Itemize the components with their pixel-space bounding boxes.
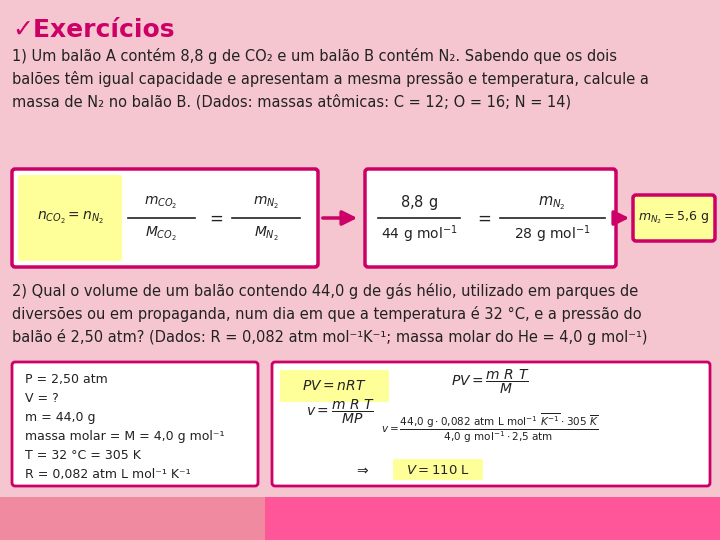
Text: $PV = nRT$: $PV = nRT$ bbox=[302, 379, 366, 393]
Text: $=$: $=$ bbox=[474, 209, 492, 227]
Text: $m_{N_2} = 5{,}6\ \mathrm{g}$: $m_{N_2} = 5{,}6\ \mathrm{g}$ bbox=[639, 210, 710, 226]
Text: $n_{CO_2} = n_{N_2}$: $n_{CO_2} = n_{N_2}$ bbox=[37, 210, 104, 226]
Bar bbox=[265, 497, 720, 540]
Text: $v = \dfrac{m\ R\ T}{MP}$: $v = \dfrac{m\ R\ T}{MP}$ bbox=[305, 398, 374, 426]
Text: $m_{N_2}$: $m_{N_2}$ bbox=[253, 195, 279, 211]
FancyBboxPatch shape bbox=[12, 362, 258, 486]
Text: $PV = \dfrac{m\ R\ T}{M}$: $PV = \dfrac{m\ R\ T}{M}$ bbox=[451, 368, 529, 396]
Text: 1) Um balão A contém 8,8 g de CO₂ e um balão B contém N₂. Sabendo que os dois
ba: 1) Um balão A contém 8,8 g de CO₂ e um b… bbox=[12, 48, 649, 110]
Text: $m_{N_2}$: $m_{N_2}$ bbox=[538, 194, 566, 212]
FancyBboxPatch shape bbox=[12, 169, 318, 267]
Text: $m_{CO_2}$: $m_{CO_2}$ bbox=[144, 195, 178, 211]
Text: $v = \dfrac{44{,}0\ \mathrm{g} \cdot 0{,}082\ \mathrm{atm\ L\ mol^{-1}}\ \overli: $v = \dfrac{44{,}0\ \mathrm{g} \cdot 0{,… bbox=[381, 411, 599, 445]
Text: $28\ \mathrm{g\ mol^{-1}}$: $28\ \mathrm{g\ mol^{-1}}$ bbox=[513, 223, 590, 245]
Text: $8{,}8\ \mathrm{g}$: $8{,}8\ \mathrm{g}$ bbox=[400, 193, 438, 213]
Text: $\Rightarrow$: $\Rightarrow$ bbox=[354, 463, 370, 477]
FancyBboxPatch shape bbox=[633, 195, 715, 241]
Text: P = 2,50 atm
V = ?
m = 44,0 g
massa molar = M = 4,0 g mol⁻¹
T = 32 °C = 305 K
R : P = 2,50 atm V = ? m = 44,0 g massa mola… bbox=[25, 373, 225, 481]
FancyBboxPatch shape bbox=[393, 459, 483, 480]
FancyBboxPatch shape bbox=[365, 169, 616, 267]
Text: $M_{N_2}$: $M_{N_2}$ bbox=[253, 225, 279, 243]
Text: $V = 110\ \mathrm{L}$: $V = 110\ \mathrm{L}$ bbox=[406, 463, 470, 476]
FancyBboxPatch shape bbox=[280, 370, 389, 402]
FancyBboxPatch shape bbox=[272, 362, 710, 486]
Text: $44\ \mathrm{g\ mol^{-1}}$: $44\ \mathrm{g\ mol^{-1}}$ bbox=[381, 223, 457, 245]
Text: ✓Exercícios: ✓Exercícios bbox=[12, 18, 174, 42]
Text: $M_{CO_2}$: $M_{CO_2}$ bbox=[145, 225, 177, 243]
Bar bbox=[0, 497, 265, 540]
Text: 2) Qual o volume de um balão contendo 44,0 g de gás hélio, utilizado em parques : 2) Qual o volume de um balão contendo 44… bbox=[12, 283, 647, 345]
FancyBboxPatch shape bbox=[18, 175, 122, 261]
Text: $=$: $=$ bbox=[207, 209, 224, 227]
